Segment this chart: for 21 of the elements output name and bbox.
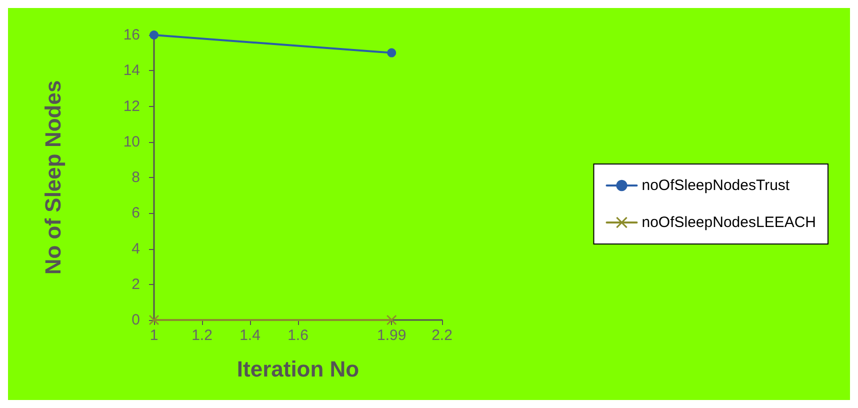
y-tick-label: 16: [123, 26, 140, 44]
y-tick-label: 4: [132, 240, 140, 258]
y-tick-label: 8: [132, 169, 140, 186]
y-axis-title: No of Sleep Nodes: [40, 80, 66, 275]
legend-label: noOfSleepNodesTrust: [642, 177, 790, 194]
x-tick-label: 1.4: [240, 327, 260, 344]
y-tick-label: 6: [132, 204, 140, 222]
x-tick-label: 1.2: [192, 327, 212, 344]
x-tick-label: 1.99: [377, 327, 406, 344]
x-tick-label: 1.6: [288, 327, 308, 344]
point: [387, 48, 396, 58]
legend-label: noOfSleepNodesLEEACH: [642, 214, 816, 231]
y-tick-label: 0: [132, 312, 140, 328]
x-tick-label: 2.2: [432, 327, 452, 344]
y-tick-label: 12: [123, 98, 140, 115]
y-tick-label: 14: [123, 62, 140, 80]
x-axis-title: Iteration No: [236, 356, 360, 382]
point: [386, 315, 397, 325]
x-tick-label: 1: [150, 327, 158, 344]
y-tick-label: 10: [123, 133, 140, 150]
y-tick-label: 2: [132, 276, 140, 293]
